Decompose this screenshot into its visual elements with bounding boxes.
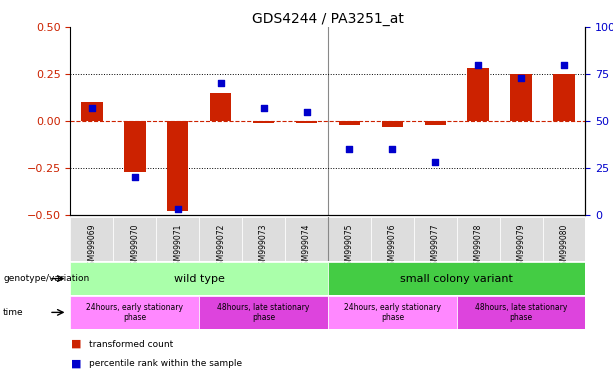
Bar [242,217,285,261]
Text: GSM999079: GSM999079 [517,223,525,270]
Point [87,105,97,111]
Bar [543,217,585,261]
Bar [199,217,242,261]
Text: GSM999077: GSM999077 [431,223,440,270]
Point [387,146,397,152]
Text: GSM999078: GSM999078 [474,223,482,270]
Bar [381,121,403,127]
Text: GSM999069: GSM999069 [88,223,96,270]
Text: GSM999070: GSM999070 [131,223,139,270]
Bar [70,262,328,295]
Point [516,74,526,81]
Text: transformed count: transformed count [89,339,173,349]
Title: GDS4244 / PA3251_at: GDS4244 / PA3251_at [252,12,404,26]
Point [345,146,354,152]
Text: GSM999075: GSM999075 [345,223,354,270]
Text: genotype/variation: genotype/variation [3,274,89,283]
Bar [70,296,199,329]
Text: small colony variant: small colony variant [400,273,513,284]
Text: GSM999071: GSM999071 [173,223,182,270]
Bar [156,217,199,261]
Text: 24hours, early stationary
phase: 24hours, early stationary phase [86,303,183,322]
Text: GSM999072: GSM999072 [216,223,225,270]
Bar [167,121,189,211]
Point [473,61,483,68]
Point [259,105,268,111]
Text: ■: ■ [70,339,81,349]
Text: wild type: wild type [174,273,224,284]
Bar [414,217,457,261]
Point [216,80,226,86]
Text: time: time [3,308,24,317]
Bar [295,121,318,123]
Bar [424,121,446,125]
Bar [81,102,103,121]
Point [559,61,569,68]
Text: GSM999080: GSM999080 [560,223,568,270]
Point [130,174,140,180]
Text: percentile rank within the sample: percentile rank within the sample [89,359,242,368]
Bar [285,217,328,261]
Bar [210,93,231,121]
Bar [124,121,145,172]
Text: GSM999076: GSM999076 [388,223,397,270]
Bar [457,296,585,329]
Bar [253,121,275,123]
Text: 48hours, late stationary
phase: 48hours, late stationary phase [475,303,567,322]
Text: GSM999074: GSM999074 [302,223,311,270]
Bar [500,217,543,261]
Bar [467,68,489,121]
Bar [328,217,371,261]
Point [173,206,183,212]
Point [302,108,311,114]
Bar [199,296,328,329]
Text: ■: ■ [70,358,81,368]
Bar [457,217,500,261]
Bar [328,262,585,295]
Bar [510,74,531,121]
Text: 24hours, early stationary
phase: 24hours, early stationary phase [344,303,441,322]
Bar [113,217,156,261]
Text: 48hours, late stationary
phase: 48hours, late stationary phase [218,303,310,322]
Point [430,159,440,166]
Bar [371,217,414,261]
Bar [553,74,575,121]
Bar [328,296,457,329]
Text: GSM999073: GSM999073 [259,223,268,270]
Bar [70,217,113,261]
Bar [338,121,360,125]
